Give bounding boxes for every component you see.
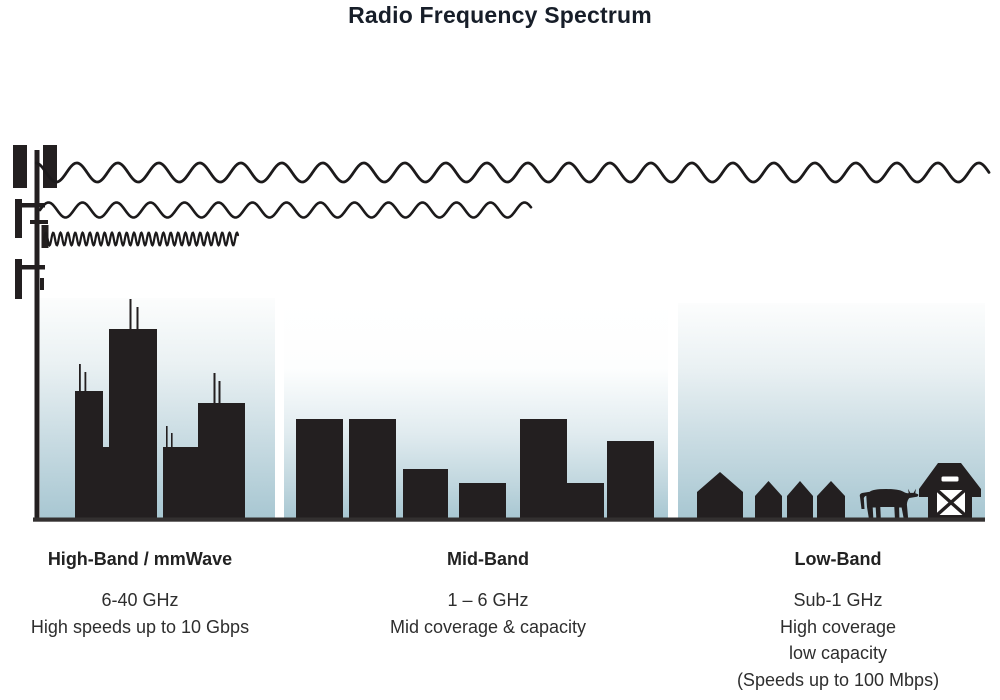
ground-line: [33, 517, 985, 522]
house-icon: [787, 481, 813, 518]
medium-wavelength-wave-icon: [38, 201, 533, 219]
house-icon: [755, 481, 782, 518]
house-icon: [817, 481, 845, 518]
diagram-title: Radio Frequency Spectrum: [348, 2, 652, 28]
short-wavelength-wave-icon: [42, 231, 240, 247]
cell-tower-icon: [13, 145, 57, 518]
coverage-gradient-midband: [284, 298, 668, 518]
house-icon: [697, 472, 743, 518]
cow-icon: [859, 488, 919, 518]
tall-city-skyline-icon: [75, 299, 245, 518]
long-wavelength-wave-icon: [34, 161, 991, 184]
mid-city-skyline-icon: [296, 419, 654, 518]
farm-scene-icon: [697, 463, 981, 518]
barn-icon: [919, 463, 981, 518]
